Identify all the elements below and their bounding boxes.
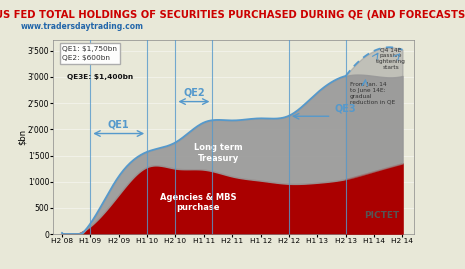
Text: Long term
Treasury: Long term Treasury	[194, 143, 242, 162]
Text: QE3: QE3	[334, 103, 356, 113]
Text: From Jan. 14
to June 14E:
gradual
reduction in QE: From Jan. 14 to June 14E: gradual reduct…	[350, 82, 395, 105]
Text: Q4 14E
passive
tightening
starts: Q4 14E passive tightening starts	[376, 48, 406, 70]
Text: www.tradersdaytrading.com: www.tradersdaytrading.com	[21, 22, 144, 31]
Text: QE2: QE2	[183, 87, 205, 97]
Text: PICTET: PICTET	[364, 211, 399, 221]
Text: QE3E: $1,400bn: QE3E: $1,400bn	[67, 74, 133, 80]
Y-axis label: $bn: $bn	[17, 129, 27, 145]
Text: QE1: QE1	[108, 119, 130, 129]
Text: US FED TOTAL HOLDINGS OF SECURITIES PURCHASED DURING QE (AND FORECASTS): US FED TOTAL HOLDINGS OF SECURITIES PURC…	[0, 10, 465, 20]
Text: Agencies & MBS
purchase: Agencies & MBS purchase	[160, 193, 236, 212]
Text: QE1: $1,750bn
QE2: $600bn: QE1: $1,750bn QE2: $600bn	[62, 46, 118, 61]
